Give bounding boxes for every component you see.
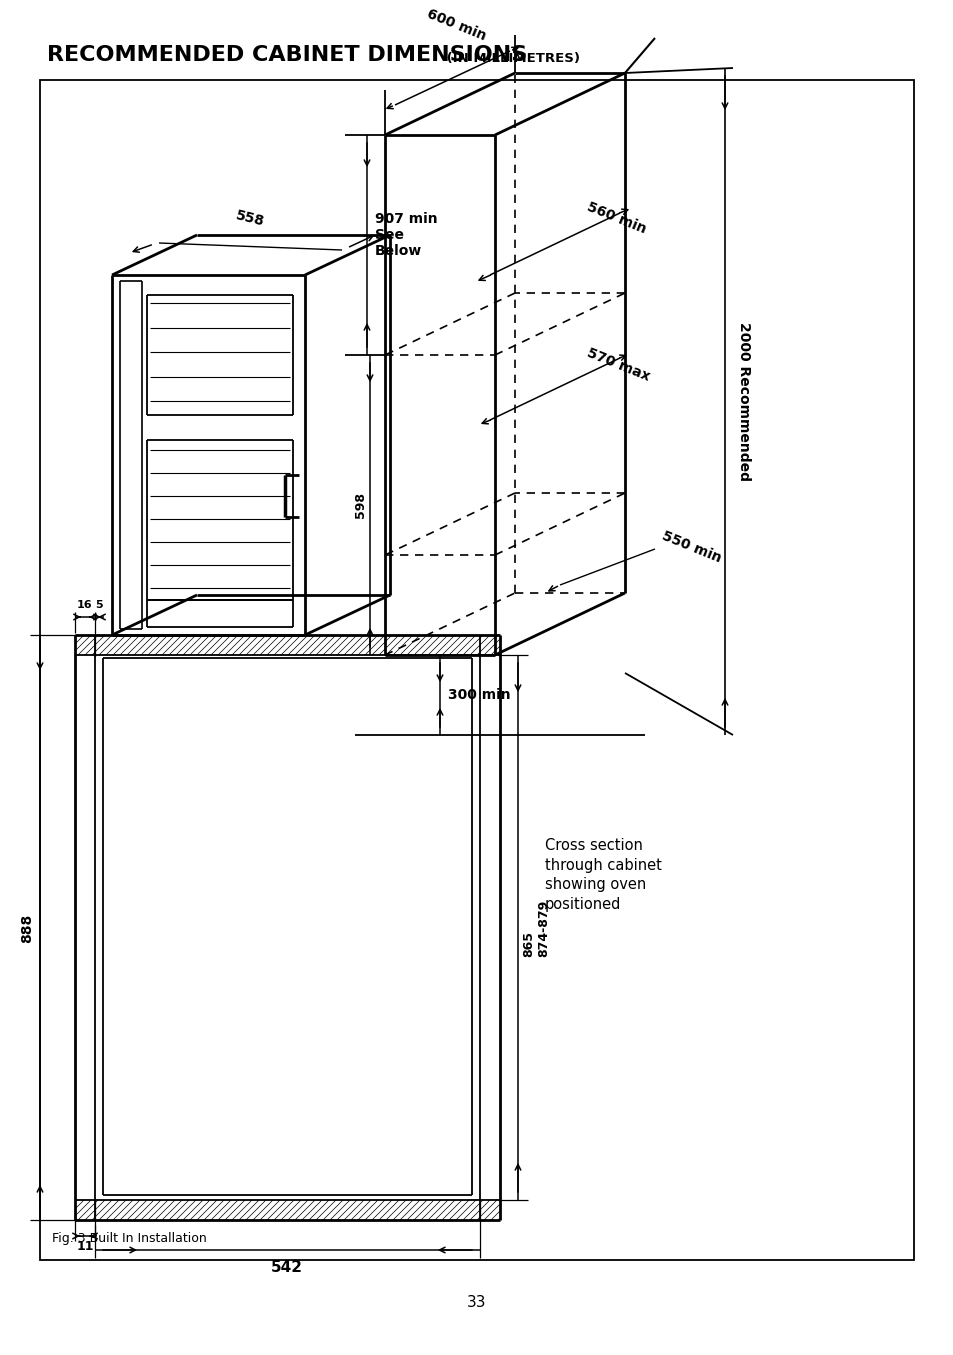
Text: RECOMMENDED CABINET DIMENSIONS: RECOMMENDED CABINET DIMENSIONS — [47, 45, 527, 65]
Text: 558: 558 — [233, 209, 266, 229]
Text: 550 min: 550 min — [659, 528, 722, 565]
Text: 2000 Recommended: 2000 Recommended — [737, 322, 750, 481]
Text: 33: 33 — [467, 1295, 486, 1310]
Text: 300 min: 300 min — [448, 688, 510, 702]
Text: Cross section
through cabinet
showing oven
positioned: Cross section through cabinet showing ov… — [544, 837, 661, 912]
Text: 16: 16 — [77, 600, 92, 610]
Text: 598: 598 — [354, 492, 367, 518]
Text: 560 min: 560 min — [584, 199, 648, 236]
Text: 542: 542 — [271, 1260, 303, 1275]
Text: 865
874-879: 865 874-879 — [521, 900, 550, 957]
Text: 907 min
See
Below: 907 min See Below — [375, 211, 437, 259]
Text: 600 min: 600 min — [425, 7, 488, 43]
Text: Fig. 3 Built In Installation: Fig. 3 Built In Installation — [52, 1232, 207, 1245]
Text: 570 max: 570 max — [584, 346, 652, 383]
Text: (IN MILLIMETRES): (IN MILLIMETRES) — [441, 51, 579, 65]
Text: 5: 5 — [95, 600, 103, 610]
Bar — [40, 80, 913, 1260]
Text: 11: 11 — [76, 1240, 93, 1253]
Text: 888: 888 — [20, 913, 34, 943]
